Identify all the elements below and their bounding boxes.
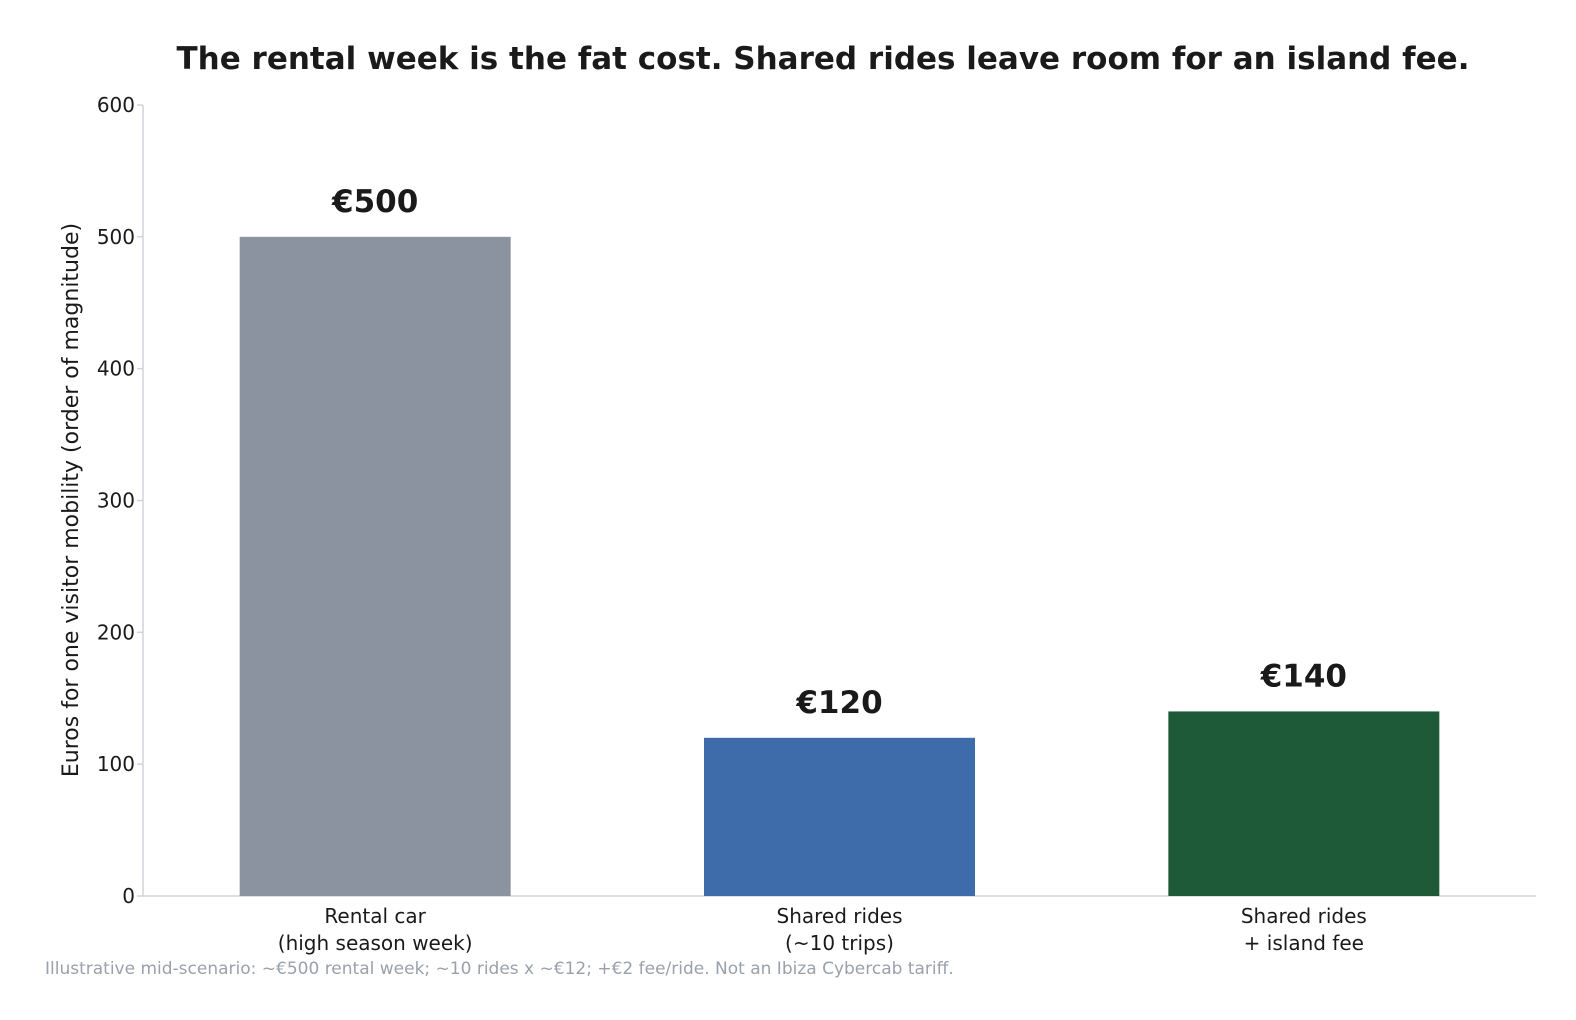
bar-2 [704, 737, 975, 896]
category-label: Shared rides [1241, 904, 1367, 928]
y-tick-label: 0 [122, 884, 135, 908]
bar-value-label: €120 [795, 685, 882, 721]
category-label: (~10 trips) [785, 931, 894, 955]
y-tick-label: 400 [97, 357, 135, 381]
bar-1 [239, 236, 511, 897]
y-tick-label: 600 [97, 93, 135, 117]
category-label: (high season week) [278, 931, 473, 955]
value-labels: €500 €120 €140 [331, 184, 1347, 721]
category-label: Rental car [324, 904, 426, 928]
category-label: + island fee [1244, 931, 1364, 955]
bars [239, 236, 1440, 897]
chart-title: The rental week is the fat cost. Shared … [177, 41, 1470, 77]
y-axis-label: Euros for one visitor mobility (order of… [59, 223, 84, 777]
bar-value-label: €500 [331, 184, 418, 220]
bar-3 [1168, 711, 1440, 896]
bar-value-label: €140 [1260, 658, 1347, 694]
category-label: Shared rides [777, 904, 903, 928]
category-labels: Rental car (high season week) Shared rides… [278, 904, 1367, 955]
footnote: Illustrative mid-scenario: ~€500 rental … [45, 959, 954, 979]
y-tick-label: 200 [97, 620, 135, 644]
y-tick-label: 500 [97, 225, 135, 249]
y-tick-label: 300 [97, 489, 135, 513]
y-tick-label: 100 [97, 752, 135, 776]
y-ticks: 0 100 200 300 400 500 600 [97, 93, 143, 908]
